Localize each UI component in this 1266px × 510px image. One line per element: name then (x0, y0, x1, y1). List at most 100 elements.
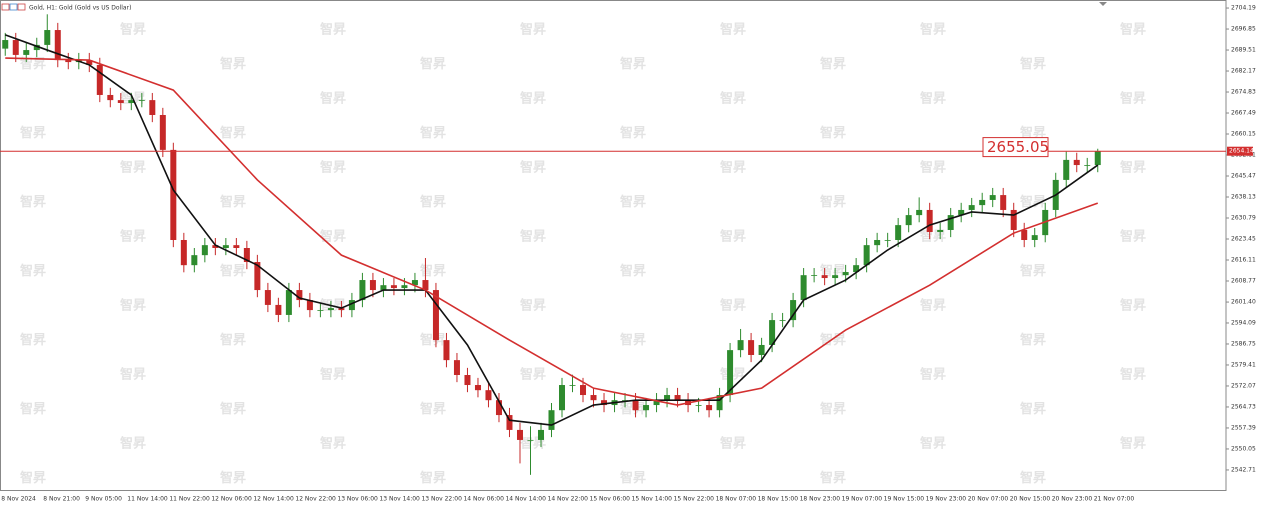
moving-average-line (4, 34, 1099, 426)
watermark: 智昇 (620, 194, 646, 210)
candle-body (537, 429, 544, 440)
candle-body (432, 290, 439, 341)
candle-body (443, 340, 450, 361)
watermark: 智昇 (220, 56, 246, 72)
candle-body (23, 50, 30, 55)
y-tick-label: 2616.11 (1231, 256, 1256, 263)
candle-body (664, 395, 671, 401)
candle-body (495, 400, 502, 416)
watermark: 智昇 (1120, 436, 1146, 452)
candle-body (559, 385, 566, 411)
y-tick-label: 2630.79 (1231, 214, 1256, 221)
plot-area (2, 14, 1101, 475)
candle-body (643, 405, 650, 411)
watermark: 智昇 (1020, 470, 1046, 486)
candle-body (201, 245, 208, 256)
y-tick-label: 2564.73 (1231, 403, 1256, 410)
candle-body (411, 280, 418, 286)
candle-body (800, 275, 807, 301)
x-tick-label: 8 Nov 2024 (1, 496, 36, 503)
watermark: 智昇 (920, 298, 946, 314)
candle-body (117, 100, 124, 103)
x-tick-label: 19 Nov 07:00 (842, 496, 883, 503)
watermark: 智昇 (220, 125, 246, 141)
x-tick-label: 11 Nov 14:00 (127, 496, 168, 503)
watermark: 智昇 (620, 56, 646, 72)
watermark: 智昇 (620, 125, 646, 141)
y-tick-label: 2674.83 (1231, 89, 1256, 96)
candle-body (191, 255, 198, 266)
watermark: 智昇 (820, 470, 846, 486)
x-tick-label: 20 Nov 23:00 (1052, 496, 1093, 503)
candle-body (380, 285, 387, 291)
candle-body (695, 405, 702, 406)
x-tick-label: 15 Nov 22:00 (674, 496, 715, 503)
candle-body (422, 280, 429, 291)
candle-body (863, 245, 870, 266)
candle-body (748, 340, 755, 355)
candle-body (569, 385, 576, 386)
x-tick-label: 20 Nov 07:00 (968, 496, 1009, 503)
x-tick-label: 19 Nov 15:00 (884, 496, 925, 503)
candle-body (1021, 229, 1028, 240)
candle-body (1010, 209, 1017, 230)
x-tick-label: 13 Nov 14:00 (379, 496, 420, 503)
candle-body (306, 300, 313, 311)
y-tick-label: 2542.71 (1231, 466, 1256, 473)
candle-body (138, 100, 145, 101)
candle-body (485, 390, 492, 401)
shift-marker (1099, 2, 1107, 6)
watermark: 智昇 (720, 298, 746, 314)
candle-body (979, 199, 986, 206)
candle-body (1000, 195, 1007, 210)
watermark: 智昇 (920, 436, 946, 452)
candle-body (716, 395, 723, 411)
candle-body (1031, 235, 1038, 240)
watermark: 智昇 (1020, 125, 1046, 141)
watermark: 智昇 (1120, 160, 1146, 176)
watermark: 智昇 (920, 22, 946, 38)
watermark: 智昇 (1020, 401, 1046, 417)
current-price-label: 2654.14 (1229, 148, 1254, 155)
candle-body (65, 60, 72, 63)
watermark: 智昇 (520, 91, 546, 107)
watermark: 智昇 (220, 401, 246, 417)
chart-icon (9, 3, 18, 11)
x-tick-label: 12 Nov 14:00 (253, 496, 294, 503)
watermark: 智昇 (20, 125, 46, 141)
x-tick-label: 12 Nov 06:00 (211, 496, 252, 503)
x-tick-label: 12 Nov 22:00 (295, 496, 336, 503)
y-tick-label: 2689.51 (1231, 47, 1256, 54)
chart-icon (17, 3, 26, 11)
y-tick-label: 2623.45 (1231, 235, 1256, 242)
candle-body (348, 300, 355, 311)
candle-body (632, 400, 639, 411)
candle-body (96, 64, 103, 95)
x-tick-label: 13 Nov 06:00 (337, 496, 378, 503)
candle-body (474, 385, 481, 391)
candle-body (1094, 151, 1101, 166)
candle-body (317, 310, 324, 311)
y-tick-label: 2682.17 (1231, 68, 1256, 75)
y-tick-label: 2696.85 (1231, 26, 1256, 33)
candle-body (464, 375, 471, 386)
candle-body (170, 149, 177, 240)
candle-body (285, 290, 292, 315)
candle-body (622, 400, 629, 401)
watermark: 智昇 (820, 125, 846, 141)
candle-body (44, 30, 51, 45)
watermark: 智昇 (520, 229, 546, 245)
x-tick-label: 14 Nov 06:00 (463, 496, 504, 503)
watermark: 智昇 (1120, 91, 1146, 107)
watermark: 智昇 (120, 160, 146, 176)
candle-body (821, 275, 828, 279)
x-tick-label: 19 Nov 23:00 (926, 496, 967, 503)
candle-body (453, 360, 460, 376)
candle-body (401, 285, 408, 289)
candle-body (2, 40, 9, 49)
candle-body (212, 245, 219, 249)
x-tick-label: 8 Nov 21:00 (43, 496, 80, 503)
watermark: 智昇 (320, 436, 346, 452)
candle-body (842, 272, 849, 276)
watermark: 智昇 (1020, 332, 1046, 348)
